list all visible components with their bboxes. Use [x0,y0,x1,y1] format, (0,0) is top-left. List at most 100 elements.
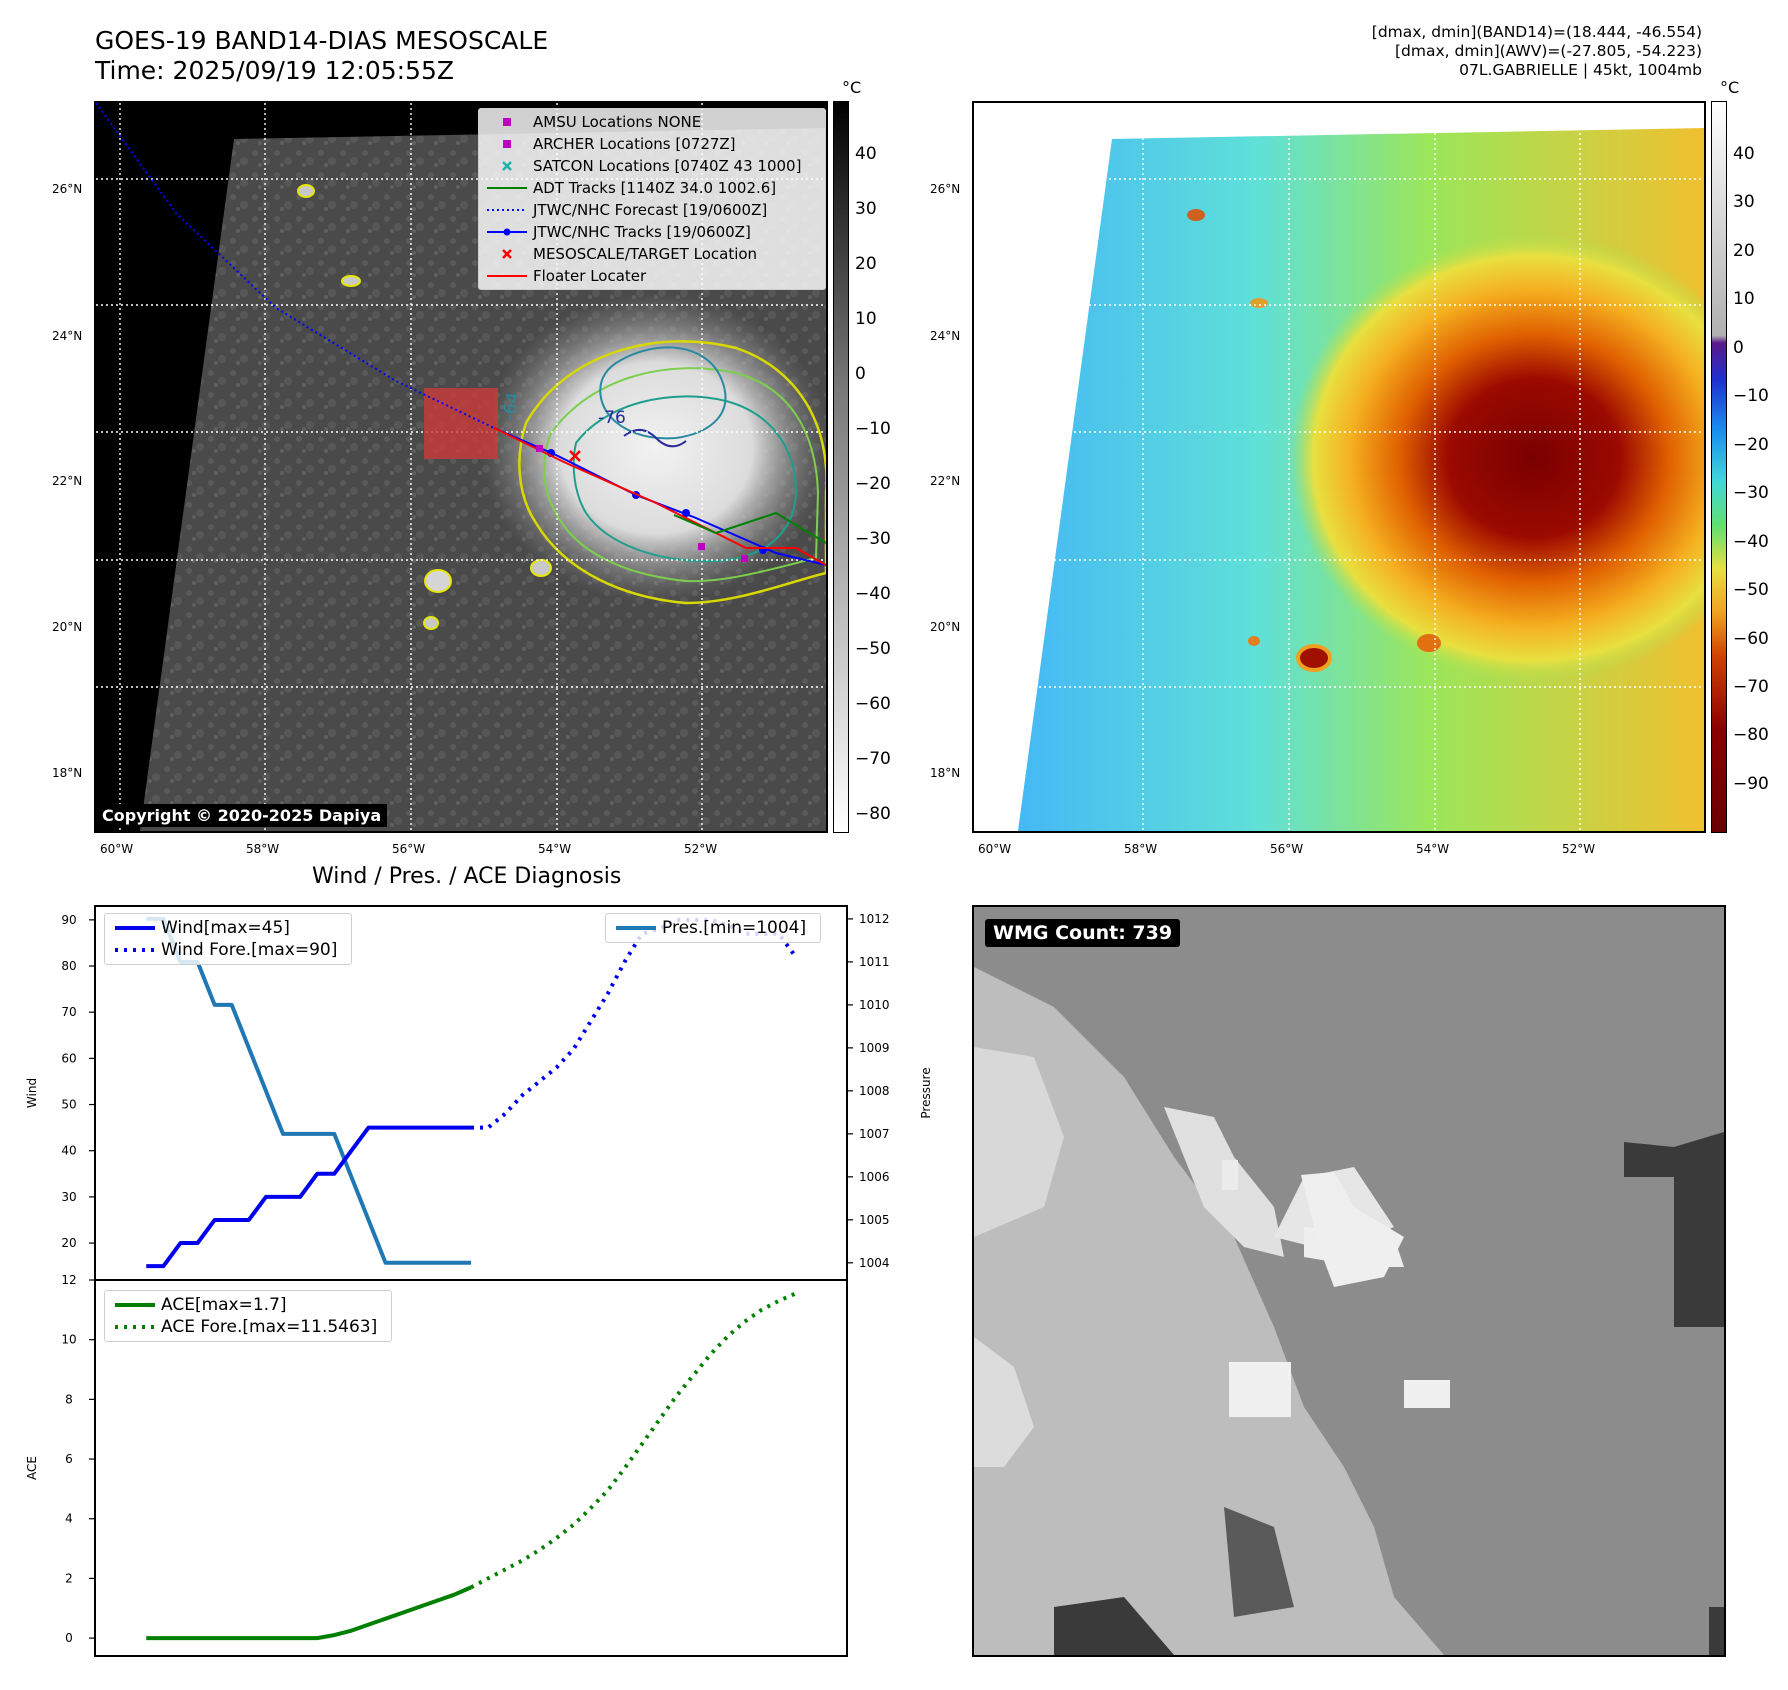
wmg-light-region [1404,1380,1450,1408]
colorbar-tick: −10 [1733,386,1769,407]
solid-line-icon [487,187,527,189]
colorbar-tick: 0 [855,364,866,384]
chart-series [146,916,798,1641]
map-legend: AMSU Locations NONE ARCHER Locations [07… [478,108,826,290]
wind-tick-label: 20 [61,1236,76,1250]
wind-tick-label: 50 [61,1098,76,1112]
pressure-tick-label: 1006 [859,1170,890,1184]
pressure-tick-label: 1007 [859,1127,890,1141]
legend-label: Floater Locater [533,267,647,285]
wmg-dark-region [1224,1507,1294,1617]
wind-forecast-line [471,917,798,1130]
legend-label: MESOSCALE/TARGET Location [533,245,758,263]
colorbar-tick: −70 [855,749,891,769]
legend-label: Wind[max=45] [161,918,290,938]
wmg-dark-region [1054,1597,1174,1655]
legend-item: AMSU Locations NONE [483,111,821,133]
legend-item: Pres.[min=1004] [612,917,814,939]
colorbar-tick: −60 [855,694,891,714]
lat-label: 24°N [930,329,961,343]
pressure-y-ticks: 1012 1011 1010 1009 1008 1007 1006 1005 1004 [847,912,890,1270]
cloud-cell [423,616,439,630]
colorbar-tick: 20 [855,254,877,274]
colorbar-tick: −50 [1733,580,1769,601]
solid-line-icon [115,926,155,930]
wmg-dark-region [1624,1142,1674,1177]
cloud-cell [1187,209,1205,221]
colorbar-tick: −80 [855,804,891,824]
legend-label: ARCHER Locations [0727Z] [533,135,736,153]
ace-legend: ACE[max=1.7] ACE Fore.[max=11.5463] [104,1290,393,1342]
wind-tick-label: 60 [61,1051,76,1065]
pressure-line [146,916,471,1265]
archer-markers [536,445,748,562]
colorbar-tick: 30 [855,199,877,219]
lon-label: 60°W [978,842,1012,856]
wmg-light-region [974,1337,1034,1467]
legend-label: ACE Fore.[max=11.5463] [161,1317,378,1337]
contour-yellow [518,340,826,605]
wind-line [146,1125,471,1269]
pressure-tick-label: 1009 [859,1041,890,1055]
colorbar-tick: −30 [855,529,891,549]
lat-label: 18°N [930,766,961,780]
x-marker-icon [502,161,512,171]
colorbar-tick: 0 [1733,337,1744,358]
lon-label: 60°W [100,842,134,856]
wind-tick-label: 90 [61,913,76,927]
contour-blue [599,346,727,440]
cloud-cell [530,559,552,577]
solid-line-icon [616,926,656,930]
colorbar-tick: 40 [1733,144,1755,164]
colorbar-tick: −60 [1733,628,1769,649]
ace-tick-label: 12 [61,1273,76,1287]
legend-item: ARCHER Locations [0727Z] [483,133,821,155]
chart-title: Wind / Pres. / ACE Diagnosis [312,864,622,889]
awv-range: [dmax, dmin](AWV)=(-27.805, -54.223) [1395,42,1702,60]
colorbar-tick: −10 [855,419,891,439]
legend-label: ADT Tracks [1140Z 34.0 1002.6] [533,179,777,197]
colorbar-tick: 20 [1733,240,1755,261]
wmg-light-region [1301,1172,1404,1287]
map-title: GOES-19 BAND14-DIAS MESOSCALE [95,26,549,55]
target-marker [569,450,581,462]
legend-item: JTWC/NHC Tracks [19/0600Z] [483,221,821,243]
lon-label: 58°W [1124,842,1158,856]
pressure-tick-label: 1004 [859,1256,890,1270]
lat-label: 18°N [52,766,83,780]
wmg-dark-region [1674,1132,1724,1327]
ace-axes [94,1279,848,1657]
pressure-tick-label: 1012 [859,912,890,926]
contour-teal [572,395,798,563]
storm-cloud-mass [481,293,826,603]
legend-item: MESOSCALE/TARGET Location [483,243,821,265]
wind-y-ticks: 90 80 70 60 50 40 30 20 [61,913,95,1250]
pressure-axis-label: Pressure [919,1067,933,1118]
color-colorbar-ticks: 40 30 20 10 0 −10 −20 −30 −40 −50 −60 −7… [1733,144,1769,794]
ir-map: -64 -76 [96,103,826,831]
cloud-cell [297,184,315,198]
legend-item: ADT Tracks [1140Z 34.0 1002.6] [483,177,821,199]
ace-axis-label: ACE [25,1456,39,1480]
lon-label: 54°W [538,842,572,856]
best-track [493,427,826,566]
ace-tick-label: 0 [65,1631,73,1645]
color-map [974,103,1704,831]
wmg-light-region [974,967,1444,1655]
wind-tick-label: 40 [61,1144,76,1158]
legend-label: JTWC/NHC Forecast [19/0600Z] [533,201,768,219]
lat-label: 26°N [930,182,961,196]
pressure-tick-label: 1011 [859,955,890,969]
wmg-image [974,907,1724,1655]
wmg-dark-region [1709,1607,1724,1655]
cloud-cell [1248,636,1260,646]
colorbar-tick: −80 [1733,725,1769,746]
cloud-cell [341,275,361,287]
ace-tick-label: 8 [65,1392,73,1406]
square-marker-icon [503,140,511,148]
ace-tick-label: 6 [65,1452,73,1466]
map-gridlines [974,103,1704,831]
ace-tick-label: 4 [65,1512,73,1526]
ace-line [146,1585,472,1641]
